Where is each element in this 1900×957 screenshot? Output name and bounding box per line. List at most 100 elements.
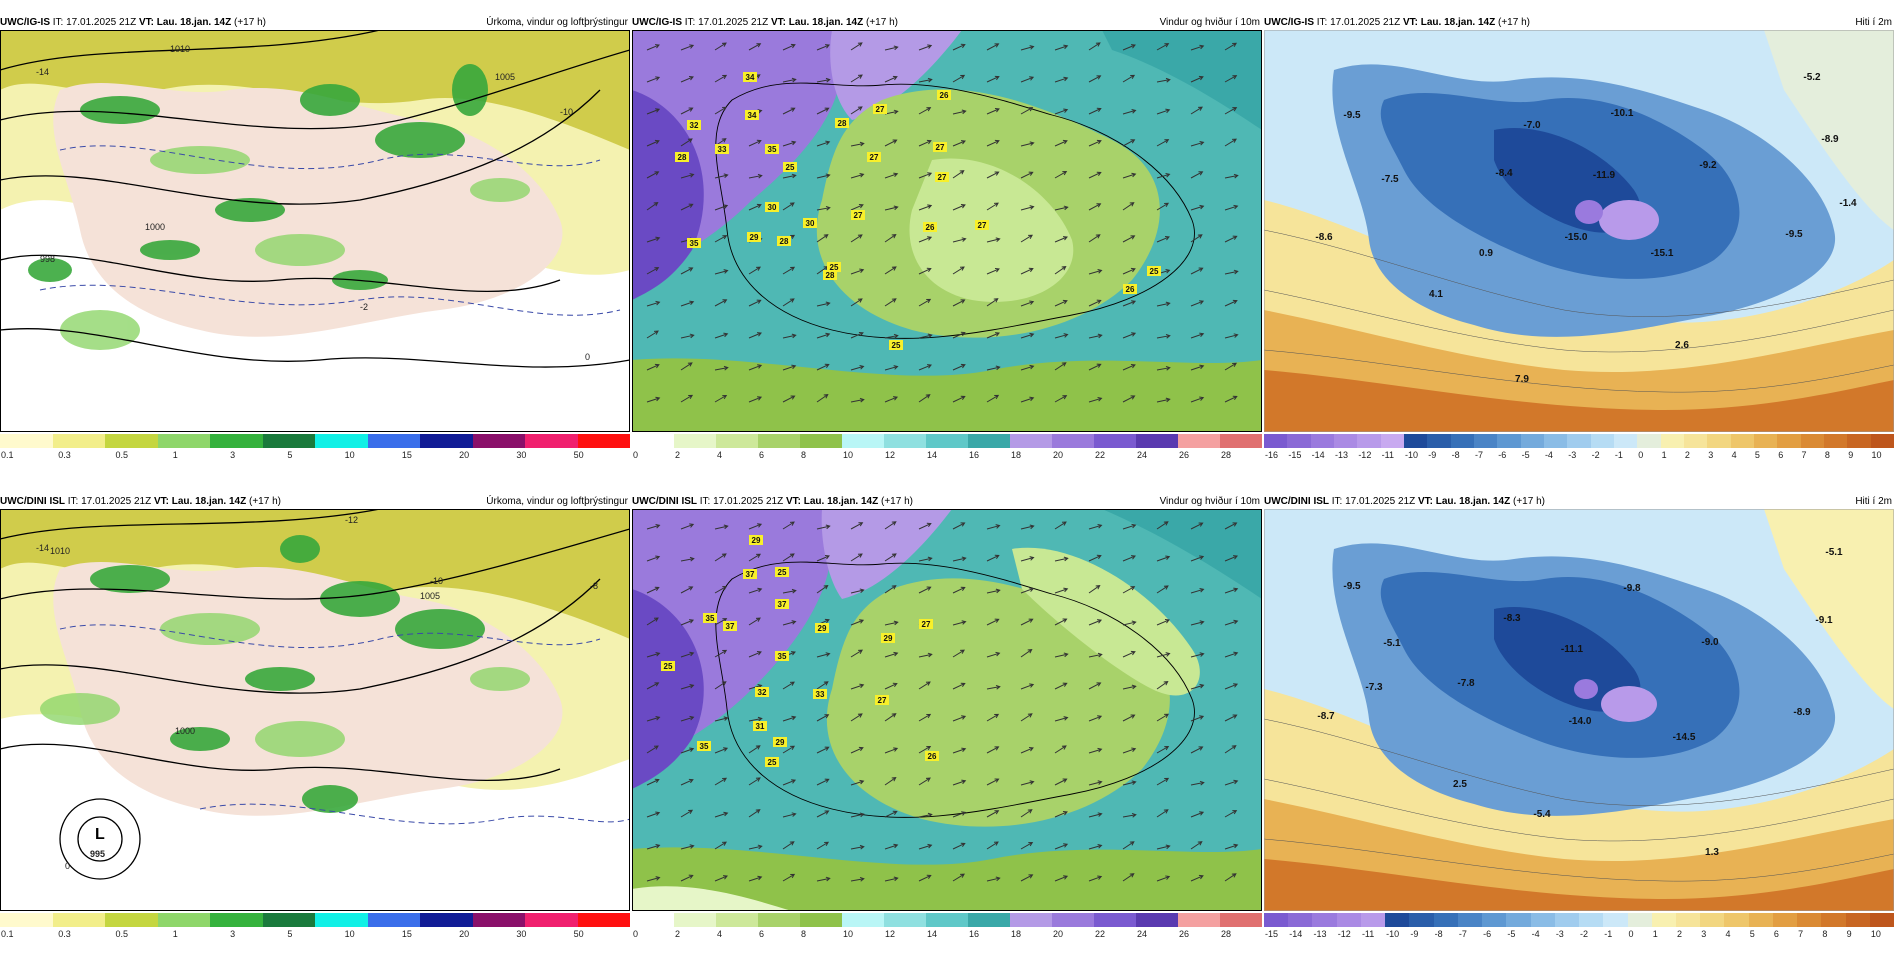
wind-arrow-icon (1054, 205, 1069, 211)
scale-swatch (800, 913, 842, 927)
scale-tick-label: 16 (969, 929, 980, 939)
wind-arrow-icon (816, 555, 830, 562)
wind-arrow-icon (714, 681, 727, 690)
wind-arrow-icon (1054, 44, 1069, 51)
wind-arrow-icon (1190, 267, 1204, 275)
scale-tick-label: 10 (843, 929, 854, 939)
scale-swatch (1287, 434, 1311, 448)
wind-arrow-icon (850, 298, 863, 307)
wind-arrow-icon (850, 876, 865, 882)
scale-tick-label: 24 (1137, 929, 1148, 939)
temperature-value: 2.5 (1453, 779, 1467, 790)
wind-arrow-icon (1190, 841, 1203, 850)
scale-tick-label: 30 (516, 450, 527, 460)
wind-arrow-icon (850, 268, 865, 275)
wind-arrow-icon (1088, 715, 1103, 722)
temperature-value: -5.1 (1825, 547, 1843, 558)
scale-swatch (367, 434, 420, 448)
isobar-label: 1010 (170, 44, 190, 54)
wind-arrow-icon (646, 201, 659, 211)
scale-swatch (758, 434, 800, 448)
scale-swatch (472, 913, 525, 927)
wind-arrow-icon (748, 173, 763, 179)
gust-badge (723, 621, 737, 631)
scale-swatch (1567, 434, 1591, 448)
wind-arrow-icon (1054, 333, 1069, 339)
map-wind: 29 37 25 37 35 37 29 35 32 31 33 29 35 27 29 26 27 25 25 (632, 509, 1262, 911)
scale-swatch (1707, 434, 1731, 448)
wind-arrow-icon (850, 746, 864, 754)
panel-igis-precip: UWC/IG-IS IT: 17.01.2025 21Z VT: Lau. 18… (0, 16, 630, 478)
scale-tick-label: 2 (675, 929, 681, 939)
wind-arrow-icon (1088, 554, 1102, 562)
scale-tick-label: 9 (1848, 450, 1854, 460)
scale-tick-label: 4 (717, 450, 723, 460)
wind-arrow-icon (1224, 173, 1239, 179)
scale-tick-label: -16 (1265, 450, 1279, 460)
wind-arrow-icon (782, 841, 795, 850)
wind-arrow-icon (918, 745, 932, 754)
scale-swatch (105, 434, 158, 448)
wind-arrow-icon (1224, 522, 1238, 530)
wind-arrow-icon (1020, 713, 1033, 722)
wind-arrow-icon (1224, 651, 1239, 658)
wind-arrow-icon (1088, 619, 1103, 626)
gust-badge (775, 567, 789, 577)
wind-arrow-icon (1224, 555, 1238, 562)
wind-arrow-icon (748, 777, 761, 786)
scale-swatch (1427, 434, 1451, 448)
wind-arrow-icon (918, 713, 932, 722)
panel-dini-wind: UWC/DINI ISL IT: 17.01.2025 21Z VT: Lau.… (632, 495, 1262, 957)
scale-tick-label: -1 (1604, 929, 1613, 939)
wind-arrow-icon (986, 810, 1000, 818)
scale-tick-label: 0 (1638, 450, 1644, 460)
wind-arrow-icon (1122, 841, 1135, 850)
isotherm-label: -10 (430, 576, 443, 586)
low-pressure-symbol: L (95, 826, 105, 843)
scale-tick-label: 0 (633, 929, 639, 939)
gust-value: 35 (690, 239, 699, 248)
wind-arrow-icon (986, 746, 1000, 754)
scale-swatch (1010, 913, 1052, 927)
valid-time: Lau. 18.jan. 14Z (171, 496, 247, 507)
wind-arrow-icon (1088, 523, 1103, 530)
temperature-value: -14.0 (1569, 716, 1592, 727)
temperature-value: -5.4 (1533, 809, 1551, 820)
scale-swatch (1700, 913, 1725, 927)
scale-ticks: 0 2 4 6 8 10 12 14 16 18 20 22 24 26 28 (632, 928, 1262, 940)
wind-arrow-icon (816, 363, 830, 371)
wind-arrow-icon (1190, 683, 1205, 690)
wind-arrow-icon (714, 299, 728, 307)
wind-arrow-icon (1020, 300, 1035, 307)
scale-tick-label: 7 (1801, 450, 1807, 460)
wind-arrow-icon (646, 171, 660, 179)
isotherm-label: -12 (345, 515, 358, 525)
scale-swatch (1136, 913, 1178, 927)
scale-swatch (926, 434, 968, 448)
wind-arrow-icon (1156, 875, 1171, 882)
scale-tick-label: 20 (1053, 450, 1064, 460)
wind-arrow-icon (952, 266, 965, 275)
gust-value: 26 (928, 752, 937, 761)
wind-arrow-icon (782, 715, 797, 722)
gust-badge (803, 218, 817, 228)
isobars (0, 509, 630, 880)
wind-arrow-icon (748, 139, 762, 147)
wind-arrow-icon (782, 202, 795, 211)
wind-arrow-icon (782, 873, 796, 882)
wind-arrow-icon (1224, 362, 1238, 371)
wind-arrow-icon (884, 396, 899, 403)
wind-arrow-icon (850, 106, 863, 115)
temperature-value: -7.5 (1381, 174, 1399, 185)
wind-arrow-icon (986, 841, 999, 850)
scale-tick-label: -6 (1498, 450, 1507, 460)
wind-arrow-icon (816, 77, 831, 83)
wind-arrow-icon (816, 841, 830, 850)
scale-swatch (0, 434, 53, 448)
model-name: UWC/DINI ISL (1264, 496, 1329, 507)
scale-tick-label: -4 (1531, 929, 1540, 939)
scale-tick-label: 1 (172, 929, 178, 939)
wind-arrow-icon (748, 716, 763, 722)
wind-arrow-icon (1054, 395, 1068, 403)
scale-swatch (1777, 434, 1801, 448)
